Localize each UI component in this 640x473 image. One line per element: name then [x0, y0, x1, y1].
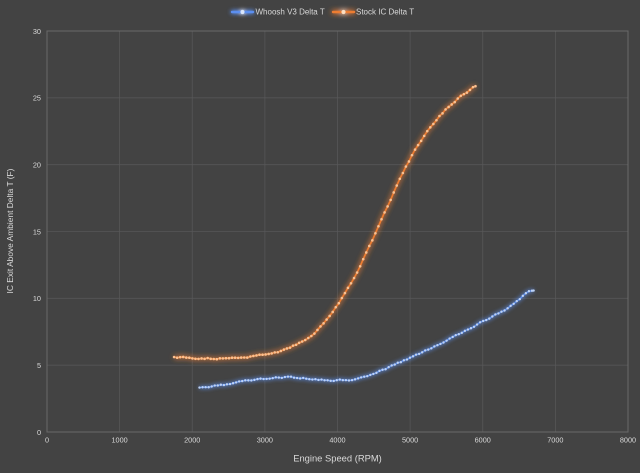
svg-text:8000: 8000: [620, 436, 636, 445]
svg-text:5000: 5000: [402, 436, 418, 445]
svg-text:3000: 3000: [257, 436, 273, 445]
svg-text:6000: 6000: [475, 436, 491, 445]
svg-text:Engine Speed (RPM): Engine Speed (RPM): [293, 453, 382, 464]
svg-text:10: 10: [33, 294, 41, 303]
svg-text:Stock IC Delta T: Stock IC Delta T: [356, 8, 414, 17]
svg-text:0: 0: [45, 436, 49, 445]
svg-text:15: 15: [33, 227, 41, 236]
svg-text:2000: 2000: [184, 436, 200, 445]
svg-text:4000: 4000: [329, 436, 345, 445]
svg-text:1000: 1000: [112, 436, 128, 445]
svg-text:20: 20: [33, 161, 41, 170]
svg-text:0: 0: [37, 428, 41, 437]
svg-text:7000: 7000: [547, 436, 563, 445]
svg-text:5: 5: [37, 361, 41, 370]
svg-text:30: 30: [33, 27, 41, 36]
svg-text:25: 25: [33, 94, 41, 103]
svg-text:IC Exit Above Ambient Delta T: IC Exit Above Ambient Delta T (F): [5, 168, 15, 293]
svg-text:Whoosh V3 Delta T: Whoosh V3 Delta T: [256, 8, 325, 17]
